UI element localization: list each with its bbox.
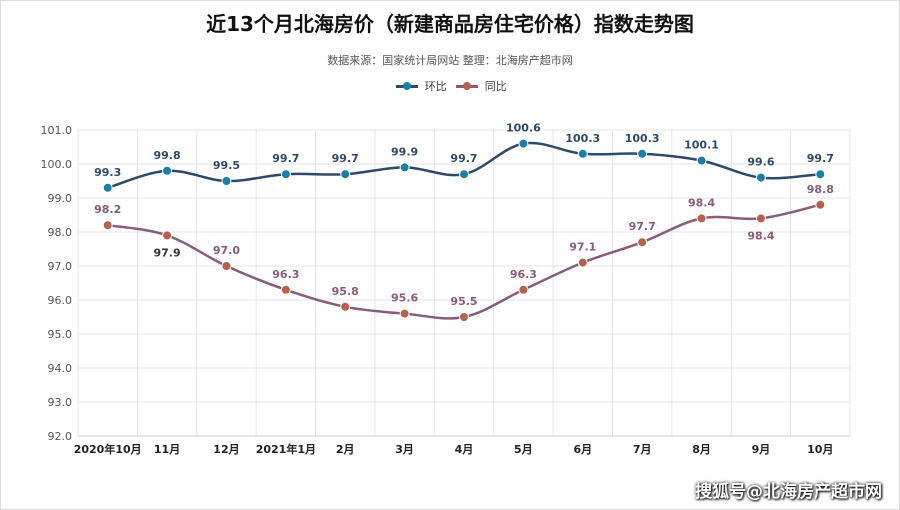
data-point (459, 169, 469, 180)
data-label: 97.1 (569, 241, 596, 254)
data-label: 99.8 (154, 149, 181, 162)
chart-title: 近13个月北海房价（新建商品房住宅价格）指数走势图 (206, 12, 694, 36)
data-label: 97.9 (154, 246, 181, 259)
data-label: 99.3 (94, 166, 121, 179)
data-label: 96.3 (272, 268, 299, 281)
chart-subtitle: 数据来源：国家统计局网站 整理：北海房产超市网 (327, 54, 573, 67)
data-label: 98.4 (747, 229, 774, 242)
data-label: 96.3 (510, 268, 537, 281)
y-tick-label: 94.0 (48, 362, 73, 375)
y-tick-label: 92.0 (48, 430, 73, 443)
x-tick-label: 7月 (633, 443, 652, 456)
data-label: 99.9 (391, 145, 418, 158)
x-tick-label: 9月 (752, 443, 771, 456)
data-point (399, 162, 410, 173)
data-point (459, 312, 469, 322)
x-tick-label: 10月 (807, 443, 833, 456)
y-tick-label: 93.0 (48, 396, 73, 409)
data-label: 95.8 (332, 285, 359, 298)
data-label: 99.5 (213, 159, 240, 172)
data-point (815, 199, 826, 210)
legend-swatch-0 (396, 81, 419, 90)
x-tick-label: 5月 (514, 443, 533, 456)
legend-swatch-1 (456, 81, 479, 90)
data-label: 99.7 (807, 152, 834, 165)
data-label: 99.6 (747, 156, 774, 169)
data-point (518, 284, 529, 295)
data-point (577, 257, 588, 268)
data-label: 95.5 (450, 295, 477, 308)
data-label: 100.3 (625, 132, 660, 145)
y-tick-label: 97.0 (48, 260, 73, 273)
data-point (577, 148, 588, 159)
data-label: 98.4 (688, 196, 715, 209)
data-point (518, 138, 529, 149)
x-tick-label: 4月 (455, 443, 474, 456)
data-point (102, 182, 113, 193)
data-label: 98.8 (807, 183, 834, 196)
data-label: 97.0 (213, 244, 240, 257)
y-tick-label: 98.0 (48, 226, 73, 239)
data-point (162, 165, 173, 176)
data-label: 95.6 (391, 292, 418, 305)
y-tick-label: 96.0 (48, 294, 73, 307)
x-tick-label: 12月 (213, 443, 239, 456)
data-point (340, 169, 351, 180)
y-tick-label: 100.0 (41, 158, 73, 171)
data-point (399, 308, 410, 319)
data-label: 98.2 (94, 203, 121, 216)
y-tick-label: 101.0 (41, 124, 73, 137)
y-tick-label: 95.0 (48, 328, 73, 341)
data-point (340, 301, 351, 312)
data-label: 99.7 (450, 152, 477, 165)
legend: 环比 同比 (0, 78, 900, 94)
data-label: 99.7 (272, 152, 299, 165)
y-tick-label: 99.0 (48, 192, 73, 205)
data-label: 97.7 (629, 220, 656, 233)
data-point (696, 155, 707, 166)
data-point (221, 261, 232, 271)
data-point (102, 220, 113, 231)
data-point (815, 169, 826, 180)
data-point (637, 148, 648, 159)
data-label: 99.7 (332, 152, 359, 165)
data-point (162, 230, 173, 241)
data-point (755, 213, 766, 224)
x-tick-label: 2月 (336, 443, 355, 456)
data-label: 100.3 (565, 132, 600, 145)
x-tick-label: 3月 (395, 443, 414, 456)
data-point (637, 237, 648, 248)
watermark-footer: 搜狐号@北海房产超市网 (695, 482, 882, 502)
x-tick-label: 11月 (154, 443, 180, 456)
data-label: 100.6 (506, 122, 541, 135)
x-tick-label: 6月 (573, 443, 592, 456)
x-tick-label: 2021年1月 (256, 442, 316, 456)
legend-label-0: 环比 (424, 80, 447, 93)
data-point (221, 176, 232, 186)
data-point (280, 284, 291, 295)
x-tick-label: 8月 (692, 443, 711, 456)
legend-label-1: 同比 (484, 80, 507, 93)
x-tick-label: 2020年10月 (74, 442, 142, 456)
data-point (280, 169, 291, 180)
data-point (696, 213, 707, 224)
data-point (755, 172, 766, 183)
data-label: 100.1 (684, 139, 719, 152)
